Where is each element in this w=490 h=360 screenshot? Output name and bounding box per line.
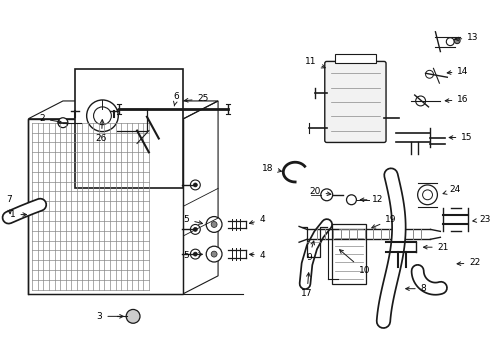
Text: 25: 25: [184, 94, 209, 103]
Text: 11: 11: [305, 57, 325, 68]
Text: 15: 15: [449, 133, 473, 142]
Text: 14: 14: [447, 67, 469, 76]
FancyBboxPatch shape: [325, 62, 386, 143]
Circle shape: [87, 100, 118, 132]
Circle shape: [211, 221, 217, 228]
Text: 24: 24: [443, 185, 461, 194]
Circle shape: [194, 183, 197, 187]
Circle shape: [416, 96, 425, 106]
Text: 23: 23: [473, 215, 490, 224]
Text: 8: 8: [406, 284, 426, 293]
Circle shape: [422, 190, 433, 200]
Text: 20: 20: [309, 187, 331, 196]
Circle shape: [446, 38, 454, 46]
Text: 2: 2: [39, 114, 61, 123]
Text: 13: 13: [455, 33, 479, 42]
Text: 4: 4: [249, 251, 266, 260]
Circle shape: [454, 38, 460, 44]
Text: 5: 5: [184, 251, 202, 260]
Circle shape: [425, 70, 434, 78]
Circle shape: [194, 228, 197, 231]
Circle shape: [417, 185, 438, 205]
Text: 10: 10: [340, 250, 370, 275]
Text: 5: 5: [184, 215, 202, 224]
Circle shape: [206, 217, 222, 232]
Text: 7: 7: [6, 195, 12, 214]
Circle shape: [191, 249, 200, 259]
Text: 9: 9: [306, 241, 315, 262]
Circle shape: [211, 251, 217, 257]
Circle shape: [94, 107, 111, 125]
Text: 3: 3: [97, 312, 123, 321]
Text: 4: 4: [249, 215, 266, 224]
Circle shape: [126, 310, 140, 323]
Bar: [75, 69, 183, 188]
Text: 26: 26: [96, 120, 107, 143]
Bar: [332, 225, 367, 284]
Bar: [335, 54, 376, 63]
Circle shape: [191, 180, 200, 190]
Text: 12: 12: [360, 195, 384, 204]
Circle shape: [321, 189, 333, 201]
Circle shape: [3, 213, 14, 222]
Circle shape: [58, 118, 68, 128]
Text: 18: 18: [262, 164, 281, 173]
Text: 6: 6: [173, 91, 179, 106]
Text: 21: 21: [423, 243, 449, 252]
Circle shape: [206, 246, 222, 262]
Text: 16: 16: [445, 95, 469, 104]
Text: 1: 1: [10, 210, 26, 219]
Text: 22: 22: [457, 258, 481, 267]
Circle shape: [191, 225, 200, 234]
Circle shape: [194, 252, 197, 256]
Circle shape: [346, 195, 356, 205]
Text: 19: 19: [372, 215, 397, 228]
Text: 17: 17: [301, 273, 313, 298]
